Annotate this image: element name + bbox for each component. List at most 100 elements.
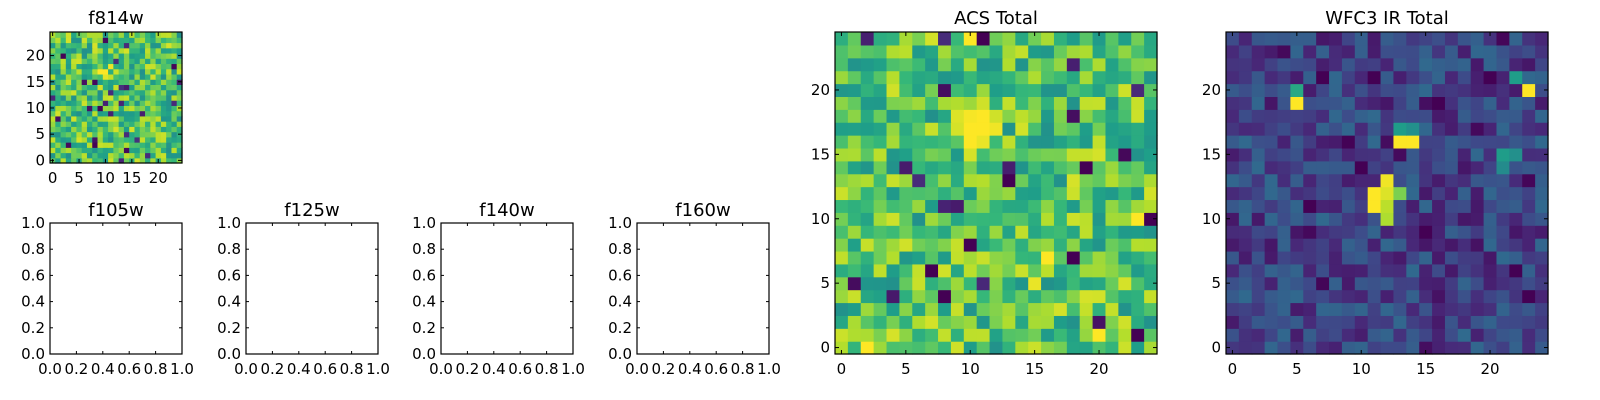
heatmap-cell: [1470, 186, 1485, 201]
heatmap-cell: [1393, 57, 1407, 72]
heatmap-cell: [1457, 122, 1472, 136]
heatmap-cell: [1367, 173, 1382, 188]
heatmap-cell: [1238, 83, 1253, 97]
heatmap-cell: [71, 42, 77, 49]
heatmap-cell: [1470, 341, 1485, 355]
heatmap-cell: [1002, 70, 1016, 85]
heatmap-cell: [1238, 250, 1253, 265]
heatmap-cell: [1079, 238, 1094, 252]
heatmap-cell: [1303, 289, 1317, 304]
heatmap-cell: [1393, 186, 1407, 201]
heatmap-cell: [1329, 160, 1343, 175]
heatmap-cell: [1015, 250, 1029, 265]
heatmap-cell: [76, 94, 83, 101]
heatmap-cell: [1238, 122, 1253, 136]
heatmap-cell: [92, 126, 99, 133]
heatmap-cell: [860, 147, 875, 162]
heatmap-cell: [1367, 57, 1382, 72]
heatmap-cell: [1251, 263, 1266, 278]
heatmap-cell: [134, 121, 141, 127]
heatmap-cell: [97, 32, 104, 38]
heatmap-cell: [1393, 32, 1407, 46]
heatmap-cell: [835, 173, 849, 188]
heatmap-cell: [150, 84, 157, 91]
heatmap-cell: [1496, 160, 1510, 175]
heatmap-cell: [1406, 328, 1420, 342]
heatmap-cell: [989, 328, 1004, 342]
heatmap-cell: [1092, 276, 1107, 291]
heatmap-cell: [938, 289, 952, 304]
heatmap-cell: [1316, 238, 1330, 252]
heatmap-cell: [76, 105, 83, 112]
heatmap-cell: [1066, 57, 1081, 72]
heatmap-cell: [1329, 122, 1343, 136]
heatmap-cell: [50, 58, 56, 65]
heatmap-cell: [1238, 109, 1253, 123]
heatmap-cell: [925, 263, 939, 278]
heatmap-cell: [1264, 225, 1279, 239]
heatmap-cell: [1432, 96, 1446, 110]
heatmap-cell: [1053, 44, 1068, 59]
x-tick-label: 0.6: [313, 360, 337, 378]
heatmap-cell: [950, 57, 965, 72]
heatmap-cell: [899, 109, 913, 123]
heatmap-cell: [1041, 263, 1055, 278]
heatmap-cell: [123, 79, 130, 85]
heatmap-cell: [118, 100, 125, 106]
heatmap-cell: [129, 136, 136, 143]
x-tick-label: 0.4: [91, 360, 115, 378]
heatmap-cell: [134, 142, 141, 148]
heatmap-cell: [976, 289, 991, 304]
heatmap-cell: [1380, 341, 1395, 355]
heatmap-cell: [118, 73, 125, 80]
heatmap-cell: [1144, 44, 1158, 59]
heatmap-cell: [139, 136, 146, 143]
heatmap-cell: [129, 47, 136, 54]
y-tick-label: 0.0: [21, 345, 45, 363]
axes-frame: [834, 31, 1158, 355]
heatmap-cell: [171, 52, 178, 59]
heatmap-cell: [1290, 173, 1304, 188]
heatmap-cell: [1316, 57, 1330, 72]
y-tick-label: 0.2: [412, 319, 436, 337]
heatmap-cell: [145, 136, 151, 143]
heatmap-cell: [912, 263, 926, 278]
heatmap-cell: [139, 73, 146, 80]
heatmap-cell: [925, 225, 939, 239]
heatmap-cell: [160, 73, 167, 80]
heatmap-cell: [1251, 212, 1266, 226]
heatmap-cell: [1457, 57, 1472, 72]
heatmap-cell: [989, 186, 1004, 201]
heatmap-cell: [65, 142, 72, 148]
heatmap-cell: [860, 263, 875, 278]
heatmap-cell: [1264, 341, 1279, 355]
heatmap-cell: [950, 238, 965, 252]
heatmap-cell: [86, 100, 93, 106]
heatmap-cell: [847, 160, 862, 175]
heatmap-cell: [1341, 32, 1356, 46]
heatmap-cell: [1406, 225, 1420, 239]
heatmap-cell: [1509, 328, 1523, 342]
heatmap-cell: [1341, 250, 1356, 265]
heatmap-cell: [150, 136, 157, 143]
heatmap-cell: [1226, 135, 1240, 149]
heatmap-cell: [1535, 135, 1549, 149]
heatmap-cell: [155, 84, 162, 91]
y-tick-label: 1.0: [412, 214, 436, 232]
heatmap-cell: [1341, 83, 1356, 97]
heatmap-cell: [899, 289, 913, 304]
axes-frame: [440, 222, 574, 355]
heatmap-cell: [976, 70, 991, 85]
heatmap-cell: [1341, 160, 1356, 175]
heatmap-cell: [1483, 315, 1498, 329]
heatmap-cell: [176, 115, 183, 122]
heatmap-cell: [1002, 250, 1016, 265]
heatmap-cell: [118, 115, 125, 122]
heatmap-cell: [145, 100, 151, 106]
heatmap-cell: [1251, 276, 1266, 291]
heatmap-cell: [1226, 160, 1240, 175]
heatmap-cell: [1341, 238, 1356, 252]
heatmap-cell: [123, 147, 130, 154]
heatmap-cell: [860, 250, 875, 265]
heatmap-cell: [1105, 238, 1119, 252]
